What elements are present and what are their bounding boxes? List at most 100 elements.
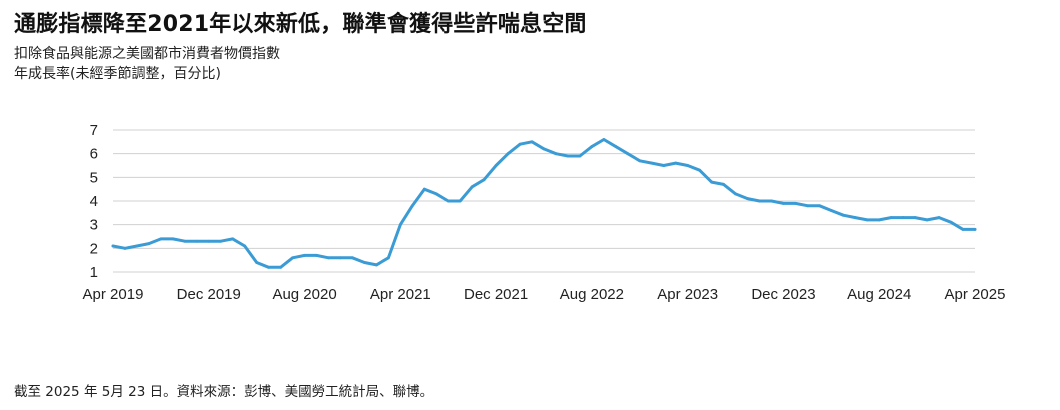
- chart-title: 通膨指標降至2021年以來新低，聯準會獲得些許喘息空間: [14, 12, 587, 37]
- data-point: [794, 201, 797, 205]
- data-point: [219, 239, 223, 243]
- data-point: [901, 216, 905, 219]
- data-point: [590, 145, 594, 148]
- data-point: [877, 218, 881, 222]
- y-tick-label: 4: [90, 193, 98, 210]
- data-point: [506, 152, 510, 156]
- data-point: [889, 216, 893, 219]
- source-note: 截至 2025 年 5月 23 日。資料來源：彭博、美國勞工統計局、聯博。: [14, 384, 434, 400]
- x-tick-label: Dec 2021: [464, 286, 528, 303]
- data-point: [339, 256, 342, 260]
- y-axis-ticks: 1 2 3 4 5 6 7: [90, 122, 98, 281]
- data-point: [829, 209, 833, 212]
- data-point: [518, 142, 522, 146]
- data-point: [183, 239, 187, 243]
- data-point: [853, 216, 857, 219]
- data-point: [374, 263, 378, 267]
- gridlines: [113, 129, 975, 273]
- data-point: [398, 223, 402, 227]
- chart-subtitle: 扣除食品與能源之美國都市消費者物價指數 年成長率(未經季節調整，百分比): [14, 44, 280, 84]
- data-point: [111, 244, 115, 248]
- data-point: [650, 161, 654, 165]
- data-point: [817, 204, 821, 208]
- data-point: [195, 239, 199, 243]
- data-point: [734, 192, 737, 196]
- data-point: [446, 199, 450, 203]
- data-point: [135, 244, 139, 248]
- data-point: [578, 154, 582, 158]
- y-tick-label: 1: [90, 264, 98, 281]
- data-point: [171, 237, 175, 241]
- y-tick-label: 3: [90, 217, 98, 234]
- data-point: [566, 154, 570, 158]
- data-point: [554, 152, 558, 156]
- x-axis-ticks: Apr 2019 Dec 2019 Aug 2020 Apr 2021 Dec 2021…: [83, 286, 1006, 303]
- data-point: [542, 147, 546, 151]
- data-point: [949, 220, 953, 224]
- x-tick-label: Dec 2019: [177, 286, 241, 303]
- data-point: [626, 152, 630, 156]
- data-point: [482, 178, 486, 182]
- data-point: [770, 199, 773, 203]
- x-tick-label: Apr 2023: [657, 286, 718, 303]
- data-point: [722, 183, 725, 186]
- x-tick-label: Apr 2019: [83, 286, 144, 303]
- data-point: [841, 213, 845, 217]
- x-tick-label: Dec 2023: [751, 286, 815, 303]
- data-point: [865, 218, 869, 222]
- data-point: [231, 237, 235, 241]
- data-point: [123, 246, 127, 250]
- data-point: [434, 192, 438, 196]
- x-tick-label: Aug 2020: [272, 286, 336, 303]
- y-tick-label: 6: [90, 146, 98, 163]
- x-tick-label: Aug 2022: [560, 286, 624, 303]
- data-point: [147, 242, 151, 246]
- data-point: [674, 161, 678, 165]
- data-point: [315, 254, 318, 257]
- data-point: [961, 228, 965, 231]
- data-point: [782, 201, 785, 205]
- x-tick-label: Apr 2021: [370, 286, 431, 303]
- y-tick-label: 2: [90, 240, 98, 257]
- data-point: [243, 244, 247, 248]
- data-point: [494, 164, 498, 167]
- data-point: [925, 218, 929, 222]
- data-point: [710, 180, 714, 184]
- data-point: [758, 199, 761, 203]
- data-point: [638, 159, 642, 163]
- data-point: [698, 168, 702, 172]
- data-point: [913, 216, 917, 219]
- data-point: [470, 185, 474, 189]
- data-point: [686, 164, 690, 167]
- data-point: [351, 256, 354, 260]
- data-point: [458, 199, 462, 203]
- data-point: [207, 239, 211, 243]
- data-point: [279, 265, 283, 269]
- line-chart: 1 2 3 4 5 6 7 Apr 2019 Dec 2019 Aug 2020 Apr 2021…: [83, 122, 1006, 303]
- y-tick-label: 7: [90, 122, 98, 139]
- x-tick-label: Aug 2024: [847, 286, 911, 303]
- data-point: [422, 187, 426, 191]
- subtitle-line-1: 扣除食品與能源之美國都市消費者物價指數: [14, 46, 280, 62]
- data-point: [805, 204, 809, 208]
- data-point: [303, 254, 306, 257]
- data-point: [662, 164, 666, 167]
- data-point: [255, 261, 259, 264]
- data-point: [267, 265, 271, 269]
- data-point: [386, 256, 390, 260]
- data-point: [363, 261, 366, 264]
- data-point: [937, 216, 941, 219]
- data-point: [614, 145, 618, 148]
- data-point: [530, 140, 534, 144]
- data-point: [159, 237, 163, 241]
- data-point: [746, 197, 749, 201]
- x-tick-label: Apr 2025: [945, 286, 1006, 303]
- data-point: [291, 256, 294, 260]
- data-point: [410, 204, 414, 208]
- data-point: [602, 138, 606, 141]
- y-tick-label: 5: [90, 169, 98, 186]
- data-point: [327, 256, 330, 260]
- subtitle-line-2: 年成長率(未經季節調整，百分比): [14, 66, 221, 82]
- data-points: [111, 138, 977, 269]
- data-point: [973, 228, 977, 231]
